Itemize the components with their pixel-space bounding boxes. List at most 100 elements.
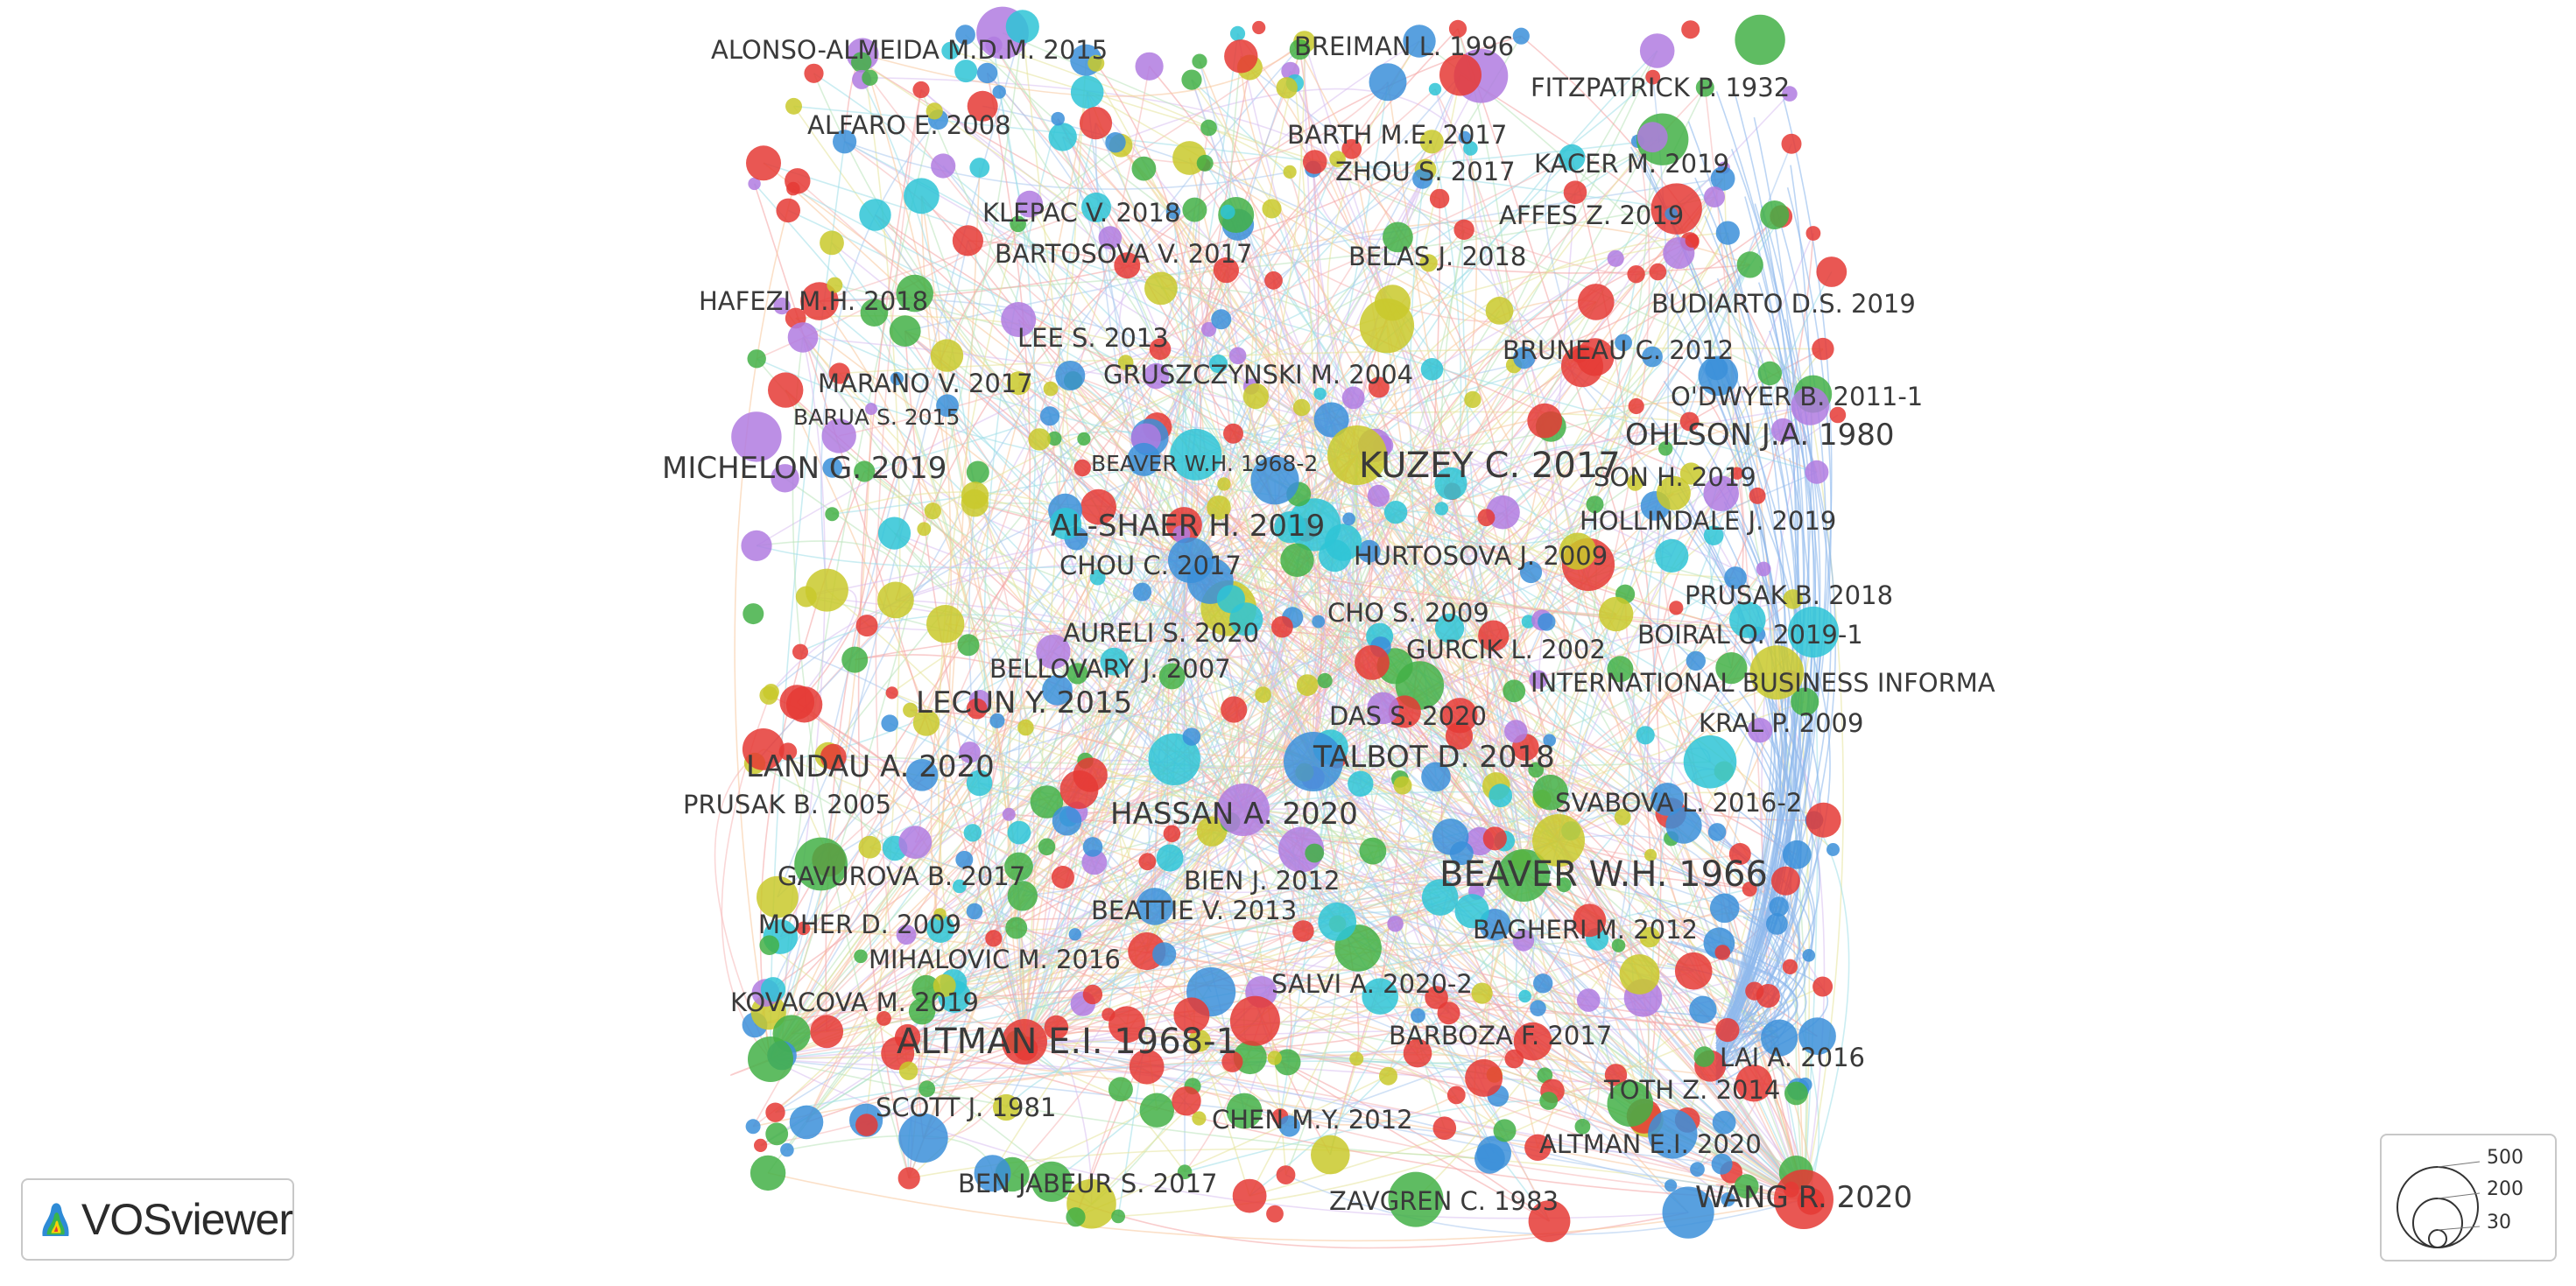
network-node[interactable] bbox=[1342, 512, 1355, 526]
network-node[interactable] bbox=[1280, 543, 1314, 577]
network-node[interactable] bbox=[1524, 1134, 1552, 1162]
network-node[interactable] bbox=[1039, 406, 1060, 426]
network-node[interactable] bbox=[1715, 652, 1748, 685]
node-label[interactable]: CHEN M.Y. 2012 bbox=[1212, 1105, 1413, 1135]
network-node[interactable] bbox=[993, 1093, 1020, 1121]
network-node[interactable] bbox=[1172, 1086, 1201, 1116]
network-node[interactable] bbox=[985, 36, 1003, 54]
network-node[interactable] bbox=[1656, 475, 1691, 510]
network-node[interactable] bbox=[1576, 988, 1601, 1012]
node-label[interactable]: PRUSAK B. 2018 bbox=[1685, 580, 1893, 610]
network-node[interactable] bbox=[952, 225, 983, 256]
network-node[interactable] bbox=[1267, 1051, 1282, 1065]
network-node[interactable] bbox=[1529, 670, 1548, 689]
network-node[interactable] bbox=[1730, 467, 1744, 480]
network-node[interactable] bbox=[1766, 913, 1788, 935]
network-node[interactable] bbox=[1226, 1093, 1263, 1129]
node-label[interactable]: TOTH Z. 2014 bbox=[1603, 1075, 1780, 1105]
network-node[interactable] bbox=[1278, 1115, 1300, 1137]
network-node[interactable] bbox=[903, 702, 918, 718]
network-node[interactable] bbox=[1031, 1161, 1073, 1202]
network-node[interactable] bbox=[1636, 122, 1668, 153]
network-node[interactable] bbox=[827, 277, 843, 293]
network-node[interactable] bbox=[961, 489, 989, 517]
network-node[interactable] bbox=[1144, 271, 1178, 306]
network-node[interactable] bbox=[1711, 1153, 1733, 1175]
network-node[interactable] bbox=[1224, 39, 1258, 74]
network-node[interactable] bbox=[841, 646, 869, 673]
network-node[interactable] bbox=[1292, 920, 1314, 942]
node-label[interactable]: INTERNATIONAL BUSINESS INFORMA bbox=[1531, 668, 1995, 698]
network-node[interactable] bbox=[785, 97, 802, 115]
network-node[interactable] bbox=[1611, 938, 1626, 952]
network-node[interactable] bbox=[1070, 75, 1104, 109]
network-node[interactable] bbox=[1478, 620, 1510, 651]
network-node[interactable] bbox=[955, 850, 974, 868]
network-node[interactable] bbox=[1276, 77, 1298, 99]
network-node[interactable] bbox=[985, 930, 1003, 947]
network-node[interactable] bbox=[1518, 989, 1531, 1003]
network-node[interactable] bbox=[1367, 484, 1390, 508]
network-node[interactable] bbox=[1805, 226, 1821, 241]
network-node[interactable] bbox=[780, 1142, 794, 1157]
network-node[interactable] bbox=[1420, 358, 1444, 381]
network-node[interactable] bbox=[1742, 882, 1757, 897]
node-label[interactable]: KOVACOVA M. 2019 bbox=[730, 987, 979, 1017]
network-node[interactable] bbox=[1783, 589, 1803, 609]
network-node[interactable] bbox=[1131, 156, 1157, 181]
network-node[interactable] bbox=[959, 741, 981, 763]
node-label[interactable]: WANG R. 2020 bbox=[1695, 1180, 1912, 1215]
network-node[interactable] bbox=[1816, 256, 1848, 287]
network-node[interactable] bbox=[1578, 284, 1615, 320]
node-label[interactable]: BARTOSOVA V. 2017 bbox=[995, 239, 1252, 269]
network-node[interactable] bbox=[1217, 477, 1231, 491]
node-label[interactable]: SON H. 2019 bbox=[1594, 462, 1756, 492]
network-node[interactable] bbox=[1223, 423, 1243, 444]
node-label[interactable]: KUZEY C. 2017 bbox=[1359, 446, 1621, 486]
network-node[interactable] bbox=[773, 297, 791, 315]
network-node[interactable] bbox=[1528, 762, 1545, 778]
network-node[interactable] bbox=[1387, 916, 1404, 932]
network-node[interactable] bbox=[1604, 1064, 1628, 1086]
network-node[interactable] bbox=[1156, 844, 1184, 872]
network-node[interactable] bbox=[1087, 54, 1105, 72]
network-node[interactable] bbox=[1503, 679, 1526, 703]
network-node[interactable] bbox=[785, 168, 811, 194]
network-node[interactable] bbox=[1068, 928, 1082, 941]
network-node[interactable] bbox=[1136, 888, 1174, 925]
node-label[interactable]: BARBOZA F. 2017 bbox=[1389, 1021, 1612, 1051]
network-node[interactable] bbox=[1100, 647, 1129, 676]
network-node[interactable] bbox=[1627, 474, 1643, 491]
network-node[interactable] bbox=[1607, 1080, 1654, 1127]
network-node[interactable] bbox=[992, 85, 1006, 99]
network-node[interactable] bbox=[1736, 251, 1763, 278]
node-label[interactable]: O'DWYER B. 2011-1 bbox=[1671, 382, 1923, 411]
network-node[interactable] bbox=[966, 460, 989, 484]
network-node[interactable] bbox=[1211, 309, 1232, 330]
network-node[interactable] bbox=[1607, 249, 1624, 267]
network-node[interactable] bbox=[876, 1011, 891, 1026]
network-node[interactable] bbox=[1704, 186, 1725, 207]
network-node[interactable] bbox=[926, 915, 955, 943]
network-node[interactable] bbox=[1665, 1179, 1678, 1192]
network-node[interactable] bbox=[859, 199, 891, 231]
network-node[interactable] bbox=[918, 1080, 936, 1098]
network-node[interactable] bbox=[917, 522, 932, 537]
network-node[interactable] bbox=[1485, 297, 1514, 325]
network-node[interactable] bbox=[1681, 20, 1700, 39]
network-node[interactable] bbox=[746, 145, 781, 181]
network-node[interactable] bbox=[936, 394, 959, 418]
node-label[interactable]: KRAL P. 2009 bbox=[1699, 708, 1863, 738]
network-node[interactable] bbox=[1114, 252, 1141, 279]
network-node[interactable] bbox=[1477, 509, 1496, 527]
network-node[interactable] bbox=[911, 974, 940, 1004]
network-node[interactable] bbox=[789, 1105, 824, 1140]
network-node[interactable] bbox=[1038, 838, 1056, 856]
network-node[interactable] bbox=[1714, 945, 1731, 960]
network-node[interactable] bbox=[898, 1061, 918, 1080]
network-node[interactable] bbox=[748, 177, 761, 191]
network-node[interactable] bbox=[1073, 459, 1091, 477]
network-node[interactable] bbox=[1349, 1051, 1364, 1066]
network-node[interactable] bbox=[1721, 1192, 1735, 1207]
node-label[interactable]: MOHER D. 2009 bbox=[758, 910, 961, 939]
